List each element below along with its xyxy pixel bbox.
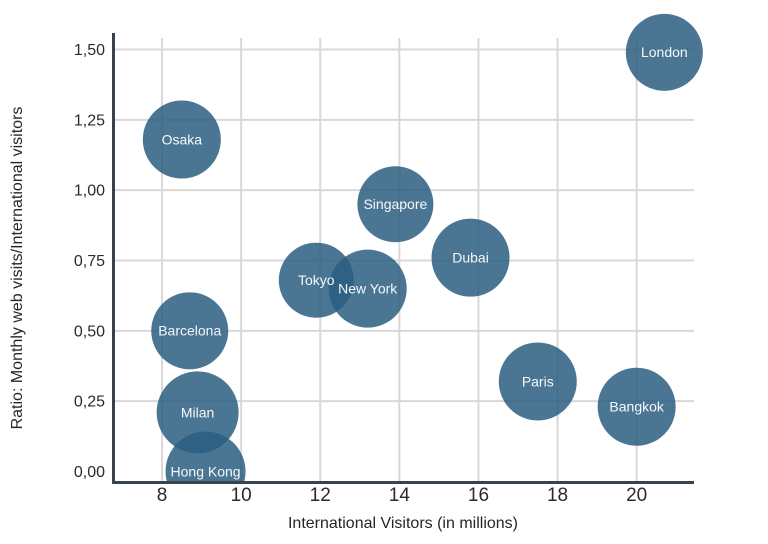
bubble-label-tokyo: Tokyo (298, 272, 335, 288)
bubble-label-hong-kong: Hong Kong (171, 463, 241, 479)
bubble-label-singapore: Singapore (363, 196, 427, 212)
y-axis-title: Ratio: Monthly web visits/International … (9, 107, 26, 430)
bubble-label-new-york: New York (338, 281, 398, 297)
bubble-milan (156, 371, 239, 454)
tick-layer: 8 10 12 14 16 18 20 0,00 0,25 0,50 0,75 1,00 1,25 1,5… (74, 42, 647, 506)
y-tick-label: 1,50 (74, 42, 105, 59)
x-tick-label: 20 (626, 485, 647, 506)
x-tick-label: 18 (547, 485, 568, 506)
y-tick-label: 0,00 (74, 464, 105, 481)
x-tick-label: 12 (310, 485, 331, 506)
bubble-paris (498, 342, 577, 421)
y-tick-label: 0,50 (74, 323, 105, 340)
y-tick-label: 1,00 (74, 183, 105, 200)
bubble-barcelona (151, 292, 229, 370)
y-tick-label: 0,75 (74, 253, 105, 270)
x-tick-label: 16 (468, 485, 489, 506)
bubble-hong-kong (165, 431, 246, 481)
bubble-label-bangkok: Bangkok (609, 399, 664, 415)
x-tick-label: 10 (231, 485, 252, 506)
x-tick-label: 8 (157, 485, 168, 506)
axis-layer (112, 33, 694, 484)
y-tick-label: 1,25 (74, 112, 105, 129)
bubble-label-london: London (641, 44, 688, 60)
bubble-label-dubai: Dubai (452, 250, 489, 266)
bubble-label-paris: Paris (522, 373, 554, 389)
bubble-london (625, 13, 703, 91)
x-axis-title: International Visitors (in millions) (288, 515, 518, 532)
bubble-singapore (357, 166, 434, 243)
bubble-label-milan: Milan (181, 404, 214, 420)
bubble-osaka (142, 100, 221, 179)
bubble-dubai (431, 218, 510, 297)
y-tick-label: 0,25 (74, 394, 105, 411)
bubble-bangkok (597, 367, 676, 446)
x-tick-label: 14 (389, 485, 411, 506)
bubble-label-barcelona: Barcelona (158, 323, 221, 339)
bubble-label-osaka: Osaka (162, 131, 203, 147)
bubble-new-york (328, 249, 407, 328)
bubble-layer (142, 13, 703, 481)
